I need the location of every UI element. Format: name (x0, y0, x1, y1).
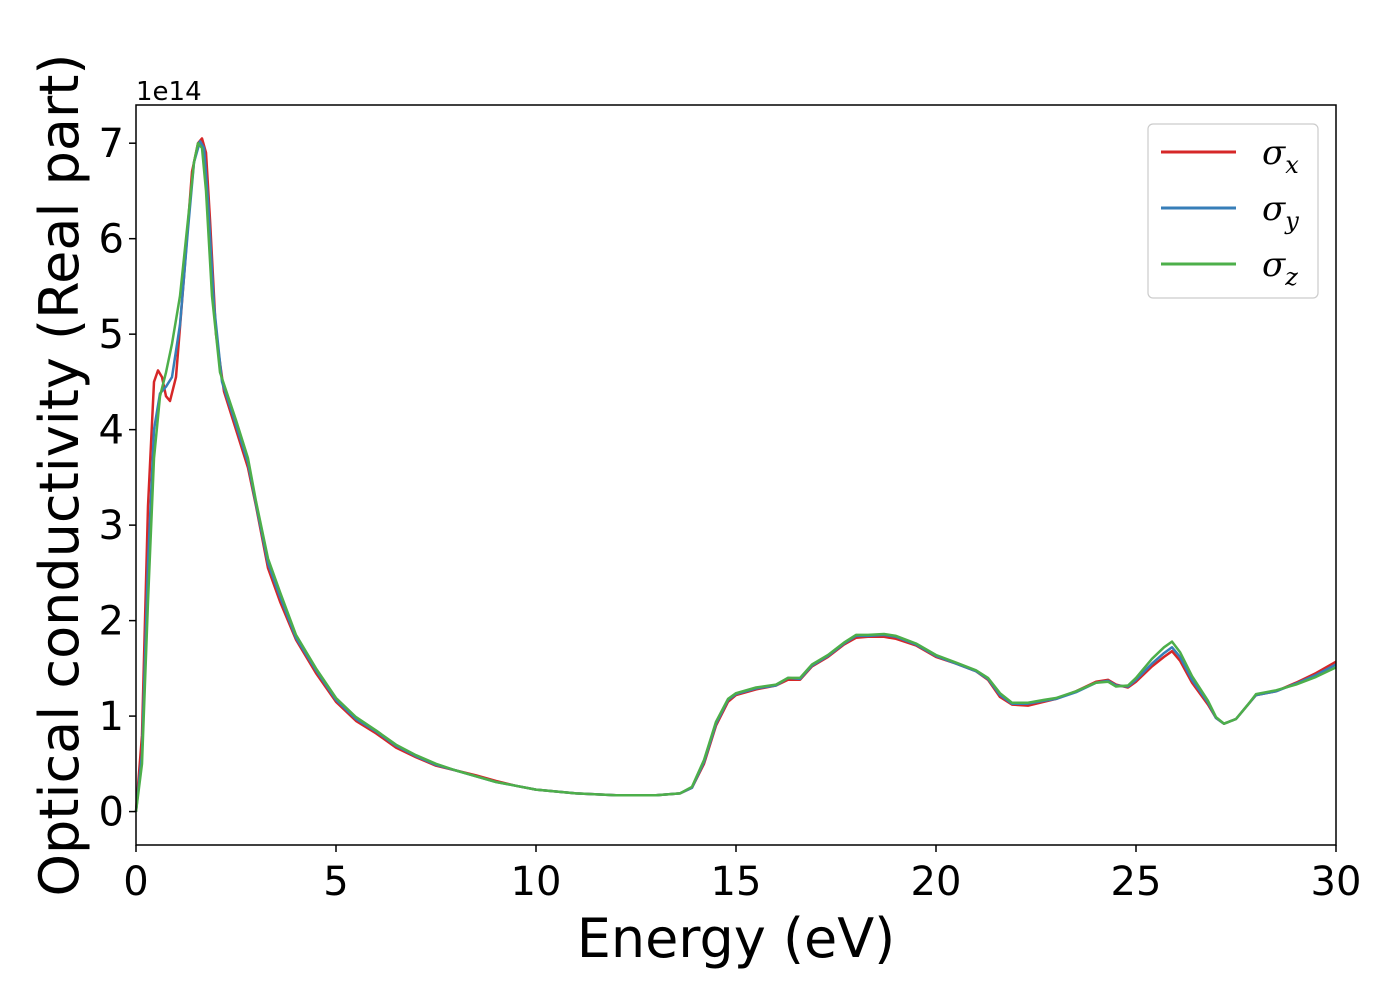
x-tick-label: 20 (911, 859, 962, 905)
y-axis-title: Optical conductivity (Real part) (28, 54, 91, 897)
x-tick-label: 30 (1311, 859, 1362, 905)
y-tick-label: 4 (99, 408, 124, 454)
y-offset-label: 1e14 (136, 77, 202, 107)
y-tick-label: 5 (99, 312, 124, 358)
y-tick-label: 0 (99, 790, 124, 836)
legend-box (1147, 123, 1319, 299)
plot-lines (134, 137, 1337, 812)
x-tick-label: 10 (511, 859, 562, 905)
y-axis: 0 1 2 3 4 5 6 7 (99, 121, 136, 836)
y-tick-label: 1 (99, 694, 124, 740)
x-tick-label: 5 (323, 859, 348, 905)
x-axis: 0 5 10 15 20 25 30 (123, 845, 1361, 905)
y-tick-label: 6 (99, 217, 124, 263)
legend-label-z: σz (1262, 245, 1298, 291)
y-tick-label: 7 (99, 121, 124, 167)
x-axis-title: Energy (eV) (577, 907, 896, 970)
legend-label-x: σx (1262, 133, 1299, 179)
legend: σx σy σz (1147, 123, 1319, 299)
y-tick-label: 2 (99, 599, 124, 645)
series-line-z (134, 141, 1337, 812)
x-tick-label: 0 (123, 859, 148, 905)
x-tick-label: 25 (1111, 859, 1162, 905)
legend-label-y: σy (1262, 189, 1299, 235)
x-tick-label: 15 (711, 859, 762, 905)
y-tick-label: 3 (99, 503, 124, 549)
